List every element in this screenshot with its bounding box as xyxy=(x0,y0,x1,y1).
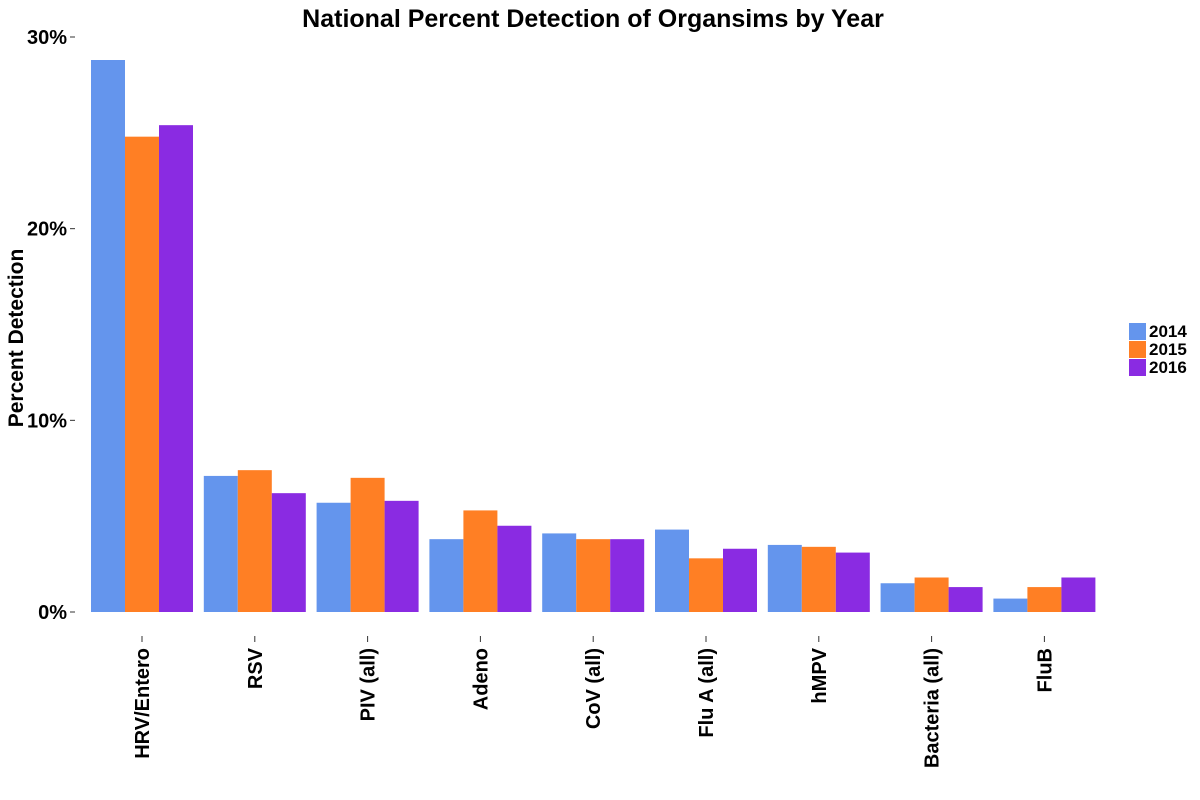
bar xyxy=(429,539,464,612)
bar xyxy=(159,125,193,613)
y-axis-title: Percent Detection xyxy=(5,249,28,428)
bar xyxy=(237,470,272,612)
y-tick-label: 0% xyxy=(38,602,67,624)
x-tick-label: CoV (all) xyxy=(583,648,605,729)
x-axis: HRV/Entero RSV PIV (all) Adeno CoV (all) Flu … xyxy=(132,636,1056,768)
x-tick-label: HRV/Entero xyxy=(132,648,154,759)
bar xyxy=(948,587,983,612)
bar xyxy=(463,510,498,612)
bar xyxy=(271,493,306,612)
bar xyxy=(655,529,689,612)
bar xyxy=(497,525,532,612)
legend-swatch xyxy=(1129,341,1146,358)
x-tick-label: Bacteria (all) xyxy=(922,648,944,768)
bar xyxy=(767,544,802,612)
bar xyxy=(914,577,949,612)
bars xyxy=(91,60,1096,613)
bar xyxy=(880,583,915,612)
x-tick-label: Flu A (all) xyxy=(696,648,718,738)
x-tick-label: FluB xyxy=(1034,648,1056,692)
bar xyxy=(610,539,645,612)
bar xyxy=(723,548,757,612)
x-tick-label: RSV xyxy=(245,647,267,689)
bar xyxy=(1027,587,1062,612)
bar xyxy=(384,500,419,612)
bar xyxy=(576,539,611,612)
y-tick-label: 10% xyxy=(27,410,67,432)
x-tick-label: hMPV xyxy=(809,647,831,703)
y-tick-label: 20% xyxy=(27,219,67,241)
legend-swatch xyxy=(1129,323,1146,340)
bar xyxy=(689,558,723,612)
y-tick-label: 30% xyxy=(27,27,67,49)
legend-label: 2014 xyxy=(1149,322,1187,341)
chart-title: National Percent Detection of Organsims … xyxy=(302,5,884,33)
legend-label: 2016 xyxy=(1149,358,1187,377)
bar xyxy=(316,502,351,612)
bar xyxy=(203,475,238,612)
bar xyxy=(993,598,1028,612)
bar xyxy=(542,533,577,612)
bar xyxy=(1061,577,1096,612)
bar xyxy=(91,60,125,612)
bar xyxy=(125,136,159,612)
bar xyxy=(835,552,870,612)
bar xyxy=(801,546,836,612)
bar xyxy=(350,477,385,612)
legend-swatch xyxy=(1129,359,1146,376)
x-tick-label: PIV (all) xyxy=(358,648,380,721)
y-axis: 0% 10% 20% 30% xyxy=(27,27,75,624)
x-tick-label: Adeno xyxy=(470,648,492,710)
legend-label: 2015 xyxy=(1149,340,1187,359)
